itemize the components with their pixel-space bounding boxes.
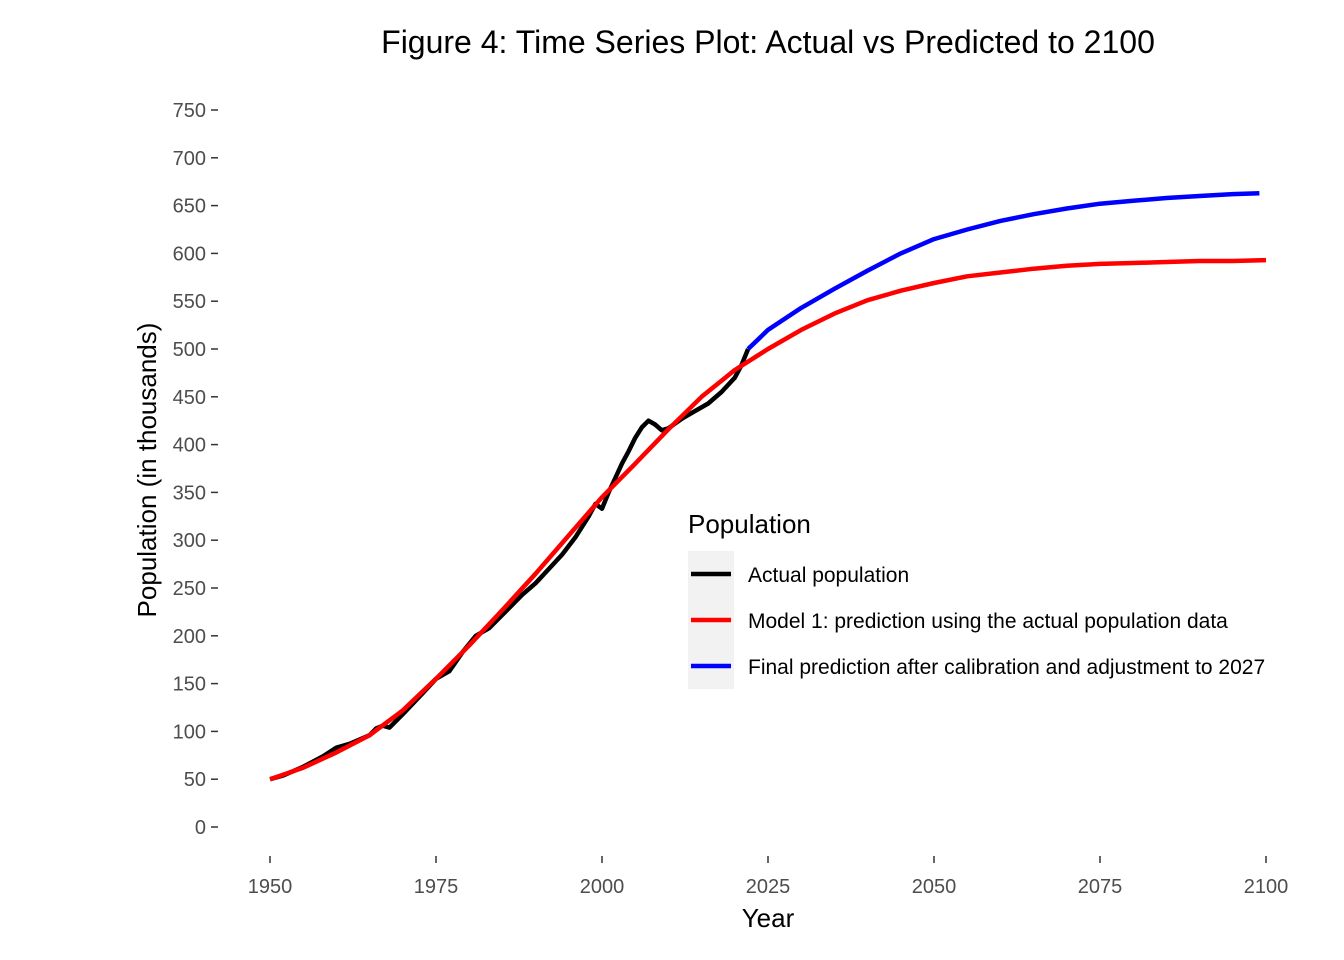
y-axis-title: Population (in thousands) <box>132 323 162 618</box>
x-axis: 1950 1975 2000 2025 2050 2075 2100 <box>248 856 1289 898</box>
y-tick-label: 150 <box>173 674 206 696</box>
x-axis-title: Year <box>742 903 795 933</box>
x-tick-label: 1975 <box>414 876 459 898</box>
y-tick-label: 600 <box>173 243 206 265</box>
legend-label-2: Model 1: prediction using the actual pop… <box>748 610 1228 633</box>
x-tick-label: 2050 <box>912 876 957 898</box>
chart-title: Figure 4: Time Series Plot: Actual vs Pr… <box>381 24 1155 60</box>
y-tick-label: 550 <box>173 291 206 313</box>
x-tick-label: 2075 <box>1078 876 1123 898</box>
y-tick-label: 50 <box>184 769 206 791</box>
legend-items: Actual population Model 1: prediction usi… <box>691 564 1265 679</box>
y-axis: 0 50 100 150 200 250 300 350 400 450 500 550 600 650 7… <box>173 100 218 839</box>
y-tick-label: 0 <box>195 817 206 839</box>
series-line-3 <box>746 190 1260 351</box>
plot-series <box>269 190 1267 782</box>
y-tick-label: 400 <box>173 435 206 457</box>
legend-label-1: Actual population <box>748 564 909 587</box>
x-tick-label: 2100 <box>1244 876 1289 898</box>
x-tick-label: 1950 <box>248 876 293 898</box>
y-tick-label: 500 <box>173 339 206 361</box>
y-tick-label: 250 <box>173 578 206 600</box>
y-tick-label: 450 <box>173 387 206 409</box>
legend-label-3: Final prediction after calibration and a… <box>748 656 1265 679</box>
y-tick-label: 700 <box>173 148 206 170</box>
y-tick-label: 200 <box>173 626 206 648</box>
legend: Population Actual population Model 1: pre… <box>688 509 1265 689</box>
y-tick-label: 100 <box>173 721 206 743</box>
series-line-1 <box>269 348 751 782</box>
legend-title: Population <box>688 509 811 539</box>
y-tick-label: 350 <box>173 482 206 504</box>
y-tick-label: 750 <box>173 100 206 122</box>
x-tick-label: 2025 <box>746 876 791 898</box>
y-tick-label: 650 <box>173 196 206 218</box>
y-tick-label: 300 <box>173 530 206 552</box>
x-tick-label: 2000 <box>580 876 625 898</box>
series-line-2 <box>269 257 1267 782</box>
